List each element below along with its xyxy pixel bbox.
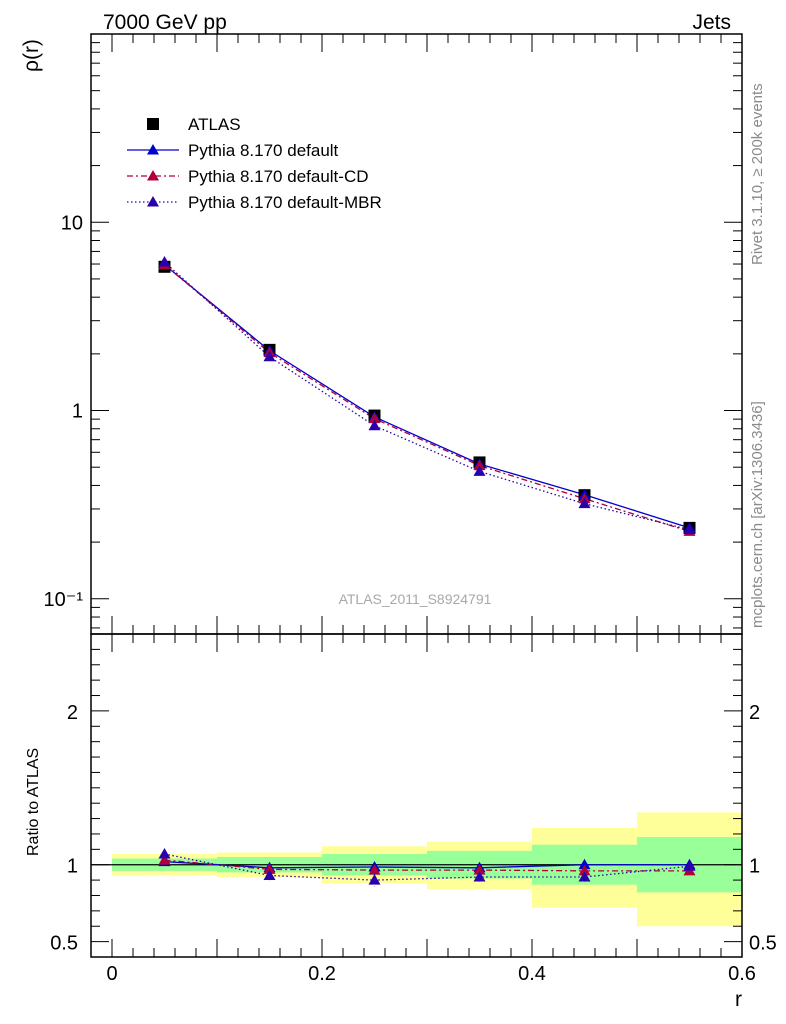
x-axis-title: r	[735, 988, 742, 1011]
ratio-series-line	[164, 859, 690, 872]
mc-data-point	[683, 523, 696, 535]
mc-data-point	[263, 350, 276, 362]
ratio-data-point	[158, 847, 171, 859]
ratio-data-point	[578, 858, 591, 870]
header-right: Jets	[692, 11, 731, 34]
header-left: 7000 GeV pp	[103, 11, 227, 34]
series-line	[164, 264, 690, 529]
ratio-data-point	[263, 869, 276, 880]
ratio-data-point	[473, 871, 486, 882]
mc-data-point	[368, 419, 381, 431]
analysis-watermark: ATLAS_2011_S8924791	[339, 591, 492, 607]
mc-data-point	[473, 459, 486, 471]
main-y-axis-title: ρ(r)	[20, 39, 43, 72]
series-line	[164, 264, 690, 533]
x-tick-label: 0	[106, 963, 117, 985]
ratio-y-tick-label-right: 1	[749, 856, 760, 878]
ratio-data-point	[368, 874, 381, 885]
legend-label: Pythia 8.170 default	[188, 141, 339, 160]
ratio-y-tick-label-right: 0.5	[749, 933, 777, 955]
ratio-data-point	[368, 864, 381, 875]
ratio-y-tick-label-right: 2	[749, 702, 760, 724]
series-line	[164, 261, 690, 531]
ratio-frame	[90, 633, 743, 958]
mc-data-point	[473, 465, 486, 476]
legend-label: Pythia 8.170 default-CD	[188, 167, 369, 186]
main-y-tick-label: 10⁻¹	[44, 589, 84, 611]
ratio-data-point	[263, 863, 276, 874]
rivet-label: Rivet 3.1.10, ≥ 200k events	[749, 83, 766, 265]
ratio-y-tick-label: 0.5	[50, 933, 78, 955]
x-tick-label: 0.4	[518, 963, 546, 985]
ratio-plot-panel: 0.5 0.5 1 1 2 2 0 0.2 0.4 0.6	[50, 633, 777, 985]
mc-data-point	[578, 497, 591, 509]
main-y-tick-label: 10	[61, 212, 83, 234]
x-tick-label: 0.6	[728, 963, 756, 985]
mc-data-point	[368, 412, 381, 424]
legend: ATLAS Pythia 8.170 default Pythia 8.170 de…	[127, 115, 382, 212]
legend-label: Pythia 8.170 default-MBR	[188, 193, 382, 212]
ratio-series-line	[164, 860, 690, 869]
ratio-data-point	[473, 864, 486, 875]
ratio-y-axis-title: Ratio to ATLAS	[25, 748, 42, 856]
ratio-series-line	[164, 853, 690, 881]
main-y-tick-label: 1	[72, 401, 83, 423]
legend-label: ATLAS	[188, 115, 241, 134]
mcplots-label: mcplots.cern.ch [arXiv:1306.3436]	[749, 401, 766, 628]
legend-marker	[147, 170, 159, 181]
legend-marker	[147, 144, 159, 155]
ratio-data-point	[578, 871, 591, 882]
ratio-data-point	[578, 864, 591, 876]
legend-marker	[147, 196, 159, 207]
ratio-y-tick-label: 1	[67, 856, 78, 878]
ratio-y-tick-label: 2	[67, 702, 78, 724]
ratio-data-point	[158, 854, 171, 865]
x-tick-label: 0.2	[308, 963, 336, 985]
ratio-data-point	[683, 860, 696, 871]
mc-data-point	[158, 256, 171, 267]
legend-marker	[147, 118, 159, 130]
